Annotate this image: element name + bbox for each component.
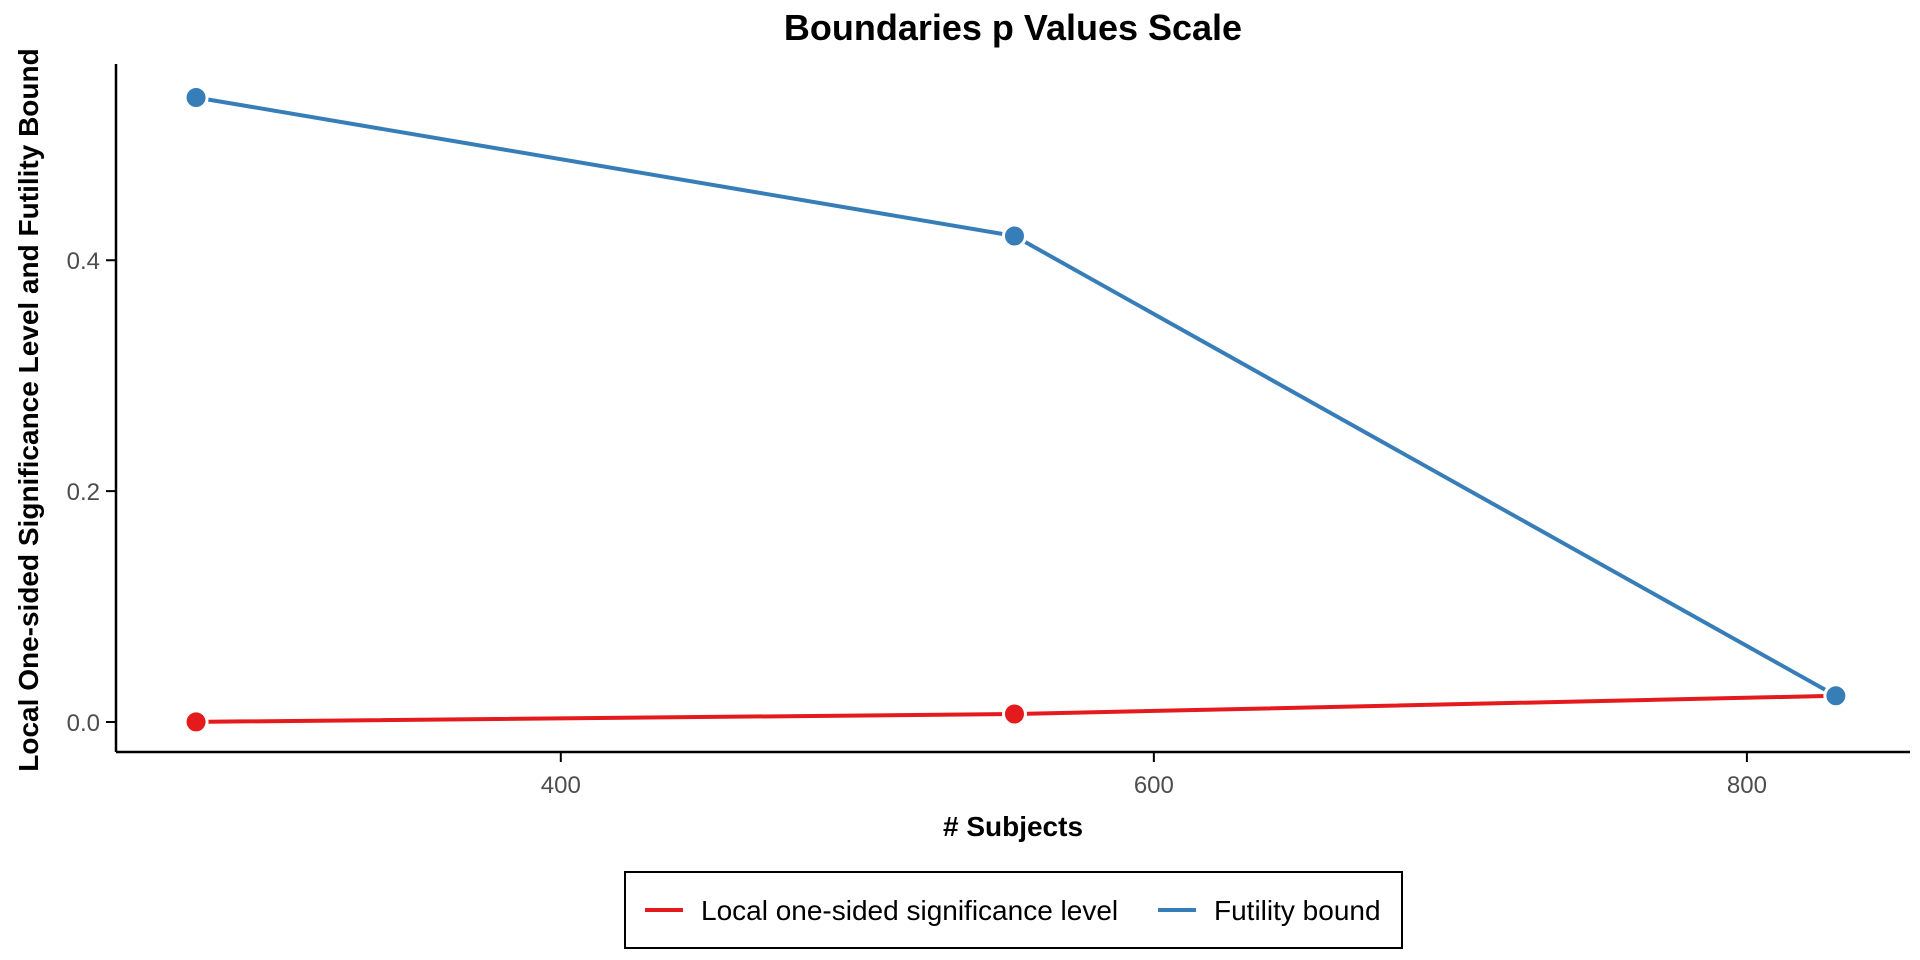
ticks-layer: 400 600 800 0.0 0.2 0.4 bbox=[67, 248, 1767, 799]
y-tick-label: 0.0 bbox=[67, 710, 100, 737]
x-tick-label: 800 bbox=[1727, 772, 1767, 799]
x-axis-title: # Subjects bbox=[943, 811, 1083, 842]
legend-label-significance: Local one-sided significance level bbox=[701, 895, 1118, 926]
chart-title: Boundaries p Values Scale bbox=[784, 7, 1242, 48]
y-axis-title: Local One-sided Significance Level and F… bbox=[13, 48, 44, 771]
series-point-1 bbox=[1001, 223, 1027, 249]
y-tick-label: 0.2 bbox=[67, 479, 100, 506]
series-point-0 bbox=[183, 709, 209, 735]
legend: Local one-sided significance level Futil… bbox=[624, 871, 1403, 949]
series-point-0 bbox=[1001, 701, 1027, 727]
series-point-1 bbox=[183, 84, 209, 110]
x-tick-label: 600 bbox=[1134, 772, 1174, 799]
legend-box bbox=[624, 871, 1403, 949]
legend-label-futility: Futility bound bbox=[1214, 895, 1381, 926]
y-tick-label: 0.4 bbox=[67, 248, 100, 275]
series-line-1 bbox=[195, 95, 1837, 698]
series-point-1 bbox=[1823, 683, 1849, 709]
series-layer bbox=[183, 84, 1849, 735]
x-tick-label: 400 bbox=[541, 772, 581, 799]
